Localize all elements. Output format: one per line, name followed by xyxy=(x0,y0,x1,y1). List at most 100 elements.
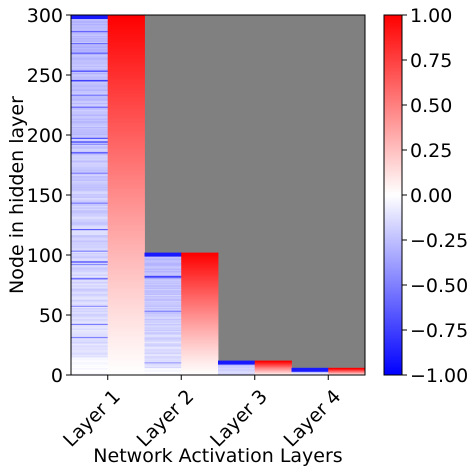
heatmap-cell xyxy=(71,167,109,169)
column-layer-4-mixed xyxy=(291,367,329,376)
heatmap-cell xyxy=(71,23,109,25)
heatmap-cell xyxy=(107,76,145,78)
heatmap-cell xyxy=(71,162,109,165)
heatmap-cell xyxy=(181,282,219,285)
heatmap-cell xyxy=(71,49,109,52)
heatmap-cell xyxy=(71,25,109,28)
heatmap-cell xyxy=(107,183,145,185)
heatmap-cell xyxy=(107,295,145,298)
heatmap-cell xyxy=(71,33,109,35)
heatmap-cell xyxy=(107,214,145,216)
heatmap-cell xyxy=(71,46,109,48)
heatmap-cell xyxy=(71,273,109,275)
heatmap-cell xyxy=(107,153,145,155)
heatmap-cell xyxy=(107,191,145,193)
heatmap-cell xyxy=(144,316,182,318)
heatmap-cell xyxy=(71,303,109,305)
heatmap-cell xyxy=(71,75,109,77)
heatmap-cell xyxy=(107,157,145,160)
heatmap-cell xyxy=(71,323,109,325)
heatmap-cell xyxy=(107,71,145,73)
heatmap-cell xyxy=(71,285,109,287)
heatmap-cell xyxy=(254,361,292,364)
heatmap-cell xyxy=(71,339,109,341)
heatmap-cell xyxy=(181,262,219,264)
heatmap-cell xyxy=(71,279,109,281)
heatmap-cell xyxy=(71,112,109,114)
heatmap-cell xyxy=(107,21,145,23)
heatmap-cell xyxy=(71,262,109,264)
heatmap-cell xyxy=(71,132,109,135)
heatmap-cell xyxy=(144,369,182,371)
heatmap-cell xyxy=(71,269,109,271)
heatmap-cell xyxy=(144,355,182,358)
heatmap-cell xyxy=(107,316,145,318)
heatmap-cell xyxy=(144,263,182,265)
heatmap-cell xyxy=(71,237,109,239)
heatmap-cell xyxy=(107,88,145,90)
heatmap-cell xyxy=(181,341,219,343)
heatmap-cell xyxy=(107,60,145,63)
heatmap-cell xyxy=(181,371,219,373)
heatmap-cell xyxy=(71,109,109,112)
heatmap-cell xyxy=(107,210,145,213)
heatmap-cell xyxy=(71,251,109,253)
colorbar: −1.00 −0.75 −0.50 −0.25 0.00 0.25 0.50 0.75 1.00 xyxy=(383,5,468,387)
heatmap-cell xyxy=(71,76,109,78)
heatmap-cell xyxy=(107,87,145,89)
heatmap-cell xyxy=(107,270,145,273)
heatmap-cell xyxy=(181,273,219,275)
heatmap-cell xyxy=(107,143,145,145)
heatmap-cell xyxy=(107,205,145,208)
heatmap-cell xyxy=(254,371,292,373)
heatmap-cell xyxy=(144,363,182,365)
heatmap-cell xyxy=(71,71,109,73)
heatmap-cell xyxy=(71,325,109,328)
heatmap-cell xyxy=(181,267,219,269)
heatmap-cell xyxy=(71,227,109,229)
heatmap-cell xyxy=(107,339,145,341)
heatmap-cell xyxy=(71,173,109,175)
heatmap-cell xyxy=(144,293,182,295)
heatmap-cell xyxy=(181,334,219,336)
heatmap-cell xyxy=(181,255,219,257)
heatmap-cell xyxy=(71,105,109,107)
heatmap-cell xyxy=(144,334,182,336)
heatmap-cell xyxy=(107,319,145,322)
heatmap-cell xyxy=(71,157,109,160)
heatmap-cell xyxy=(71,324,109,327)
heatmap-cell xyxy=(71,331,109,334)
heatmap-cell xyxy=(181,359,219,361)
heatmap-cell xyxy=(71,187,109,190)
heatmap-cell xyxy=(328,371,366,373)
heatmap-cell xyxy=(144,315,182,317)
x-tick-label: Layer 2 xyxy=(133,386,199,452)
heatmap-cell xyxy=(107,58,145,60)
heatmap-cell xyxy=(107,267,145,269)
heatmap-cell xyxy=(144,371,182,373)
heatmap-cell xyxy=(107,51,145,53)
heatmap-cell xyxy=(181,306,219,309)
heatmap-cell xyxy=(71,265,109,268)
heatmap-cell xyxy=(71,316,109,318)
heatmap-cell xyxy=(254,364,292,366)
heatmap-cell xyxy=(107,359,145,361)
heatmap-cell xyxy=(71,226,109,228)
heatmap-cell xyxy=(181,305,219,307)
heatmap-cell xyxy=(181,347,219,349)
heatmap-cell xyxy=(144,291,182,293)
heatmap-cell xyxy=(107,123,145,125)
heatmap-cell xyxy=(71,96,109,99)
heatmap-cell xyxy=(144,274,182,276)
heatmap-cell xyxy=(181,279,219,281)
heatmap-cell xyxy=(181,372,219,375)
heatmap-cell xyxy=(107,227,145,229)
heatmap-cell xyxy=(71,204,109,207)
heatmap-cell xyxy=(71,340,109,342)
heatmap-cell xyxy=(71,342,109,345)
heatmap-cell xyxy=(107,255,145,257)
heatmap-cell xyxy=(107,19,145,22)
heatmap-cell xyxy=(107,281,145,283)
heatmap-cell xyxy=(71,327,109,329)
heatmap-cell xyxy=(71,186,109,189)
